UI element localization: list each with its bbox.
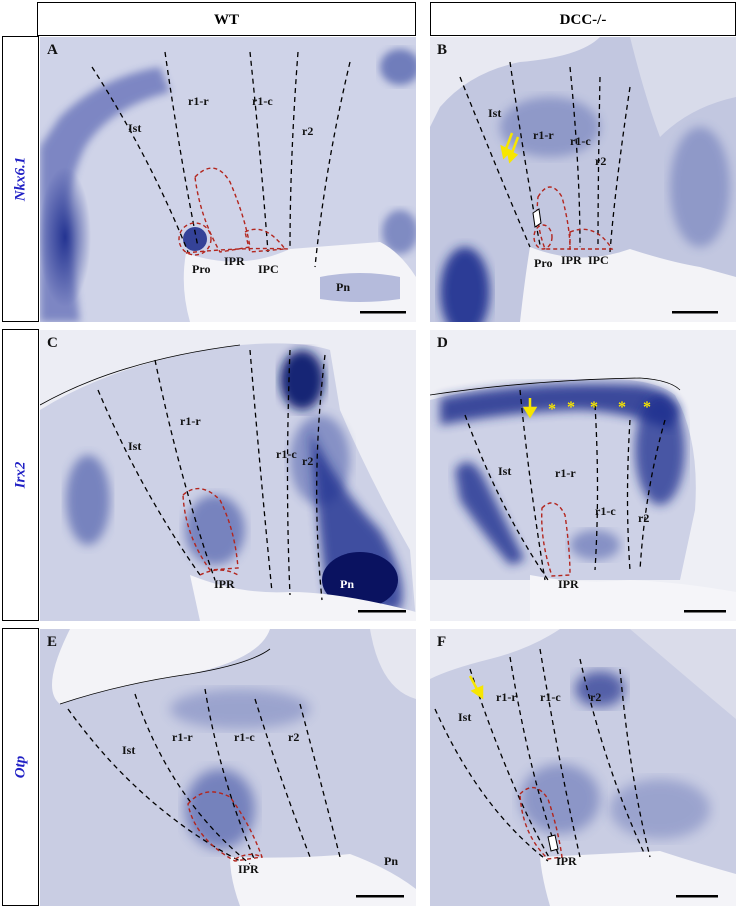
star-d-3: *	[590, 399, 598, 416]
label-b-r2: r2	[595, 154, 606, 168]
label-a-ipc: IPC	[258, 262, 279, 276]
arrow-icon-b	[500, 132, 520, 164]
star-d-2: *	[567, 399, 575, 416]
label-e-ist: Ist	[122, 743, 135, 757]
label-f-r2: r2	[590, 690, 601, 704]
label-f-r1r: r1-r	[496, 690, 517, 704]
header-dcc-label: DCC-/-	[559, 12, 607, 28]
label-d-ist: Ist	[498, 464, 511, 478]
label-c-r1r: r1-r	[180, 414, 201, 428]
label-b-ist: Ist	[488, 106, 501, 120]
panel-a-image: Ist r1-r r1-c r2 Pro IPR IPC Pn A	[40, 37, 416, 322]
scale-bar-c	[358, 610, 406, 613]
row-label-irx2: Irx2	[2, 329, 39, 621]
label-a-r2: r2	[302, 124, 313, 138]
scale-bar-b	[672, 311, 718, 314]
panel-letter-c: C	[47, 335, 58, 351]
open-arrow-icon-b	[532, 208, 542, 228]
star-d-1: *	[548, 401, 556, 418]
label-c-r1c: r1-c	[276, 447, 297, 461]
label-b-ipr: IPR	[561, 253, 582, 267]
panel-c-image: Ist r1-r r1-c r2 IPR Pn C	[40, 330, 416, 621]
scale-bar-e	[356, 895, 404, 898]
label-c-r2: r2	[302, 454, 313, 468]
label-a-ist: Ist	[128, 121, 141, 135]
scale-bar-d	[684, 610, 726, 613]
label-d-r1r: r1-r	[555, 466, 576, 480]
label-b-r1c: r1-c	[570, 134, 591, 148]
label-f-r1c: r1-c	[540, 690, 561, 704]
star-d-5: *	[643, 399, 651, 416]
label-a-r1c: r1-c	[252, 94, 273, 108]
star-d-4: *	[618, 399, 626, 416]
panel-letter-b: B	[437, 42, 448, 58]
label-a-pro: Pro	[192, 262, 210, 276]
label-b-pro: Pro	[534, 256, 552, 270]
row-label-otp: Otp	[2, 628, 39, 906]
panel-letter-a: A	[47, 42, 58, 58]
panel-letter-d: D	[437, 335, 448, 351]
scale-bar-a	[360, 311, 406, 314]
panel-f-image: Ist r1-r r1-c r2 IPR F	[430, 629, 736, 906]
panel-letter-f: F	[437, 634, 447, 650]
panel-d-image: * * * * * Ist r1-r r1-c r2 IPR D	[430, 330, 736, 621]
row-label-nkx61: Nkx6.1	[2, 36, 39, 322]
arrow-icon-d	[522, 398, 538, 419]
label-d-ipr: IPR	[558, 577, 579, 591]
row-label-nkx61-text: Nkx6.1	[12, 156, 28, 202]
label-a-pn: Pn	[336, 280, 350, 294]
panel-b-image: Ist r1-r r1-c r2 Pro IPR IPC B	[430, 37, 736, 322]
label-f-ist: Ist	[458, 710, 471, 724]
label-e-r1r: r1-r	[172, 730, 193, 744]
label-c-ipr: IPR	[214, 577, 235, 591]
open-arrow-icon-f	[547, 834, 559, 852]
label-c-ist: Ist	[128, 439, 141, 453]
label-b-r1r: r1-r	[533, 128, 554, 142]
label-d-r1c: r1-c	[595, 504, 616, 518]
label-e-r1c: r1-c	[234, 730, 255, 744]
row-label-otp-text: Otp	[12, 755, 28, 779]
label-e-pn: Pn	[384, 854, 398, 868]
panel-e-image: Ist r1-r r1-c r2 IPR Pn E	[40, 629, 416, 906]
label-d-r2: r2	[638, 511, 649, 525]
label-a-ipr: IPR	[224, 254, 245, 268]
panel-letter-e: E	[47, 634, 58, 650]
label-f-ipr: IPR	[556, 854, 577, 868]
row-label-irx2-text: Irx2	[12, 461, 28, 489]
header-wt: WT	[37, 2, 416, 36]
arrow-icon-f	[468, 675, 484, 700]
label-e-ipr: IPR	[238, 862, 259, 876]
label-b-ipc: IPC	[588, 253, 609, 267]
label-c-pn: Pn	[340, 577, 354, 591]
header-dcc: DCC-/-	[430, 2, 736, 36]
label-e-r2: r2	[288, 730, 299, 744]
label-a-r1r: r1-r	[188, 94, 209, 108]
pn-region-a	[320, 273, 400, 302]
header-wt-label: WT	[213, 12, 239, 28]
scale-bar-f	[676, 895, 718, 898]
